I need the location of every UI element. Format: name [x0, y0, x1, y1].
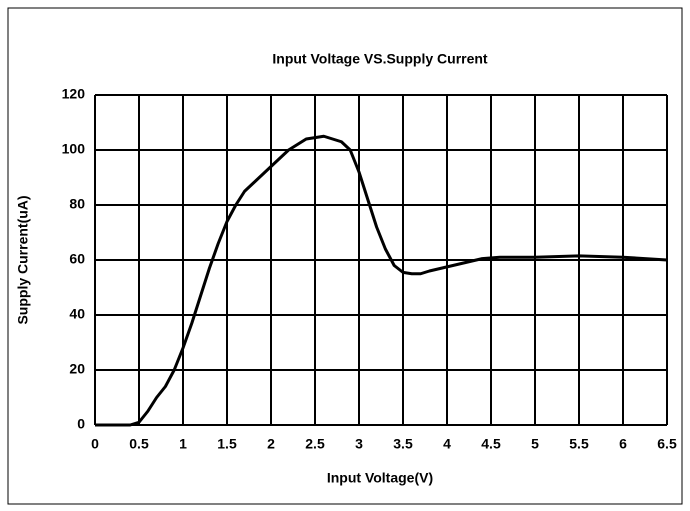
y-tick-label: 20: [69, 361, 85, 377]
x-tick-label: 4.5: [481, 436, 501, 452]
x-tick-label: 0: [91, 436, 99, 452]
x-tick-label: 3: [355, 436, 363, 452]
x-tick-label: 1.5: [217, 436, 237, 452]
y-tick-label: 80: [69, 196, 85, 212]
chart-title: Input Voltage VS.Supply Current: [272, 51, 488, 67]
x-tick-label: 5: [531, 436, 539, 452]
y-axis-label: Supply Current(uA): [15, 195, 31, 324]
y-tick-label: 40: [69, 306, 85, 322]
x-tick-label: 3.5: [393, 436, 413, 452]
y-tick-label: 60: [69, 251, 85, 267]
x-tick-label: 0.5: [129, 436, 149, 452]
x-tick-label: 5.5: [569, 436, 589, 452]
x-tick-label: 2: [267, 436, 275, 452]
y-tick-label: 100: [62, 141, 86, 157]
x-tick-label: 1: [179, 436, 187, 452]
data-line: [95, 134, 668, 427]
x-tick-label: 6.5: [657, 436, 677, 452]
x-tick-label: 2.5: [305, 436, 325, 452]
x-axis-label: Input Voltage(V): [327, 470, 433, 486]
y-tick-label: 0: [77, 416, 85, 432]
y-tick-label: 120: [62, 86, 86, 102]
frame: [7, 7, 683, 505]
x-tick-label: 4: [443, 436, 451, 452]
x-tick-label: 6: [619, 436, 627, 452]
